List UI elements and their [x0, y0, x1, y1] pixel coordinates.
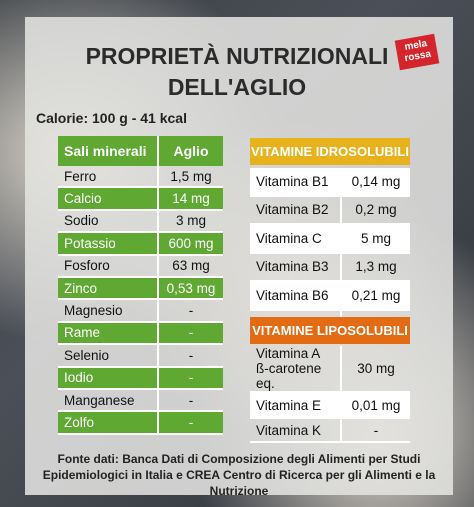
vitamin-name-line2: ß-carotene eq. — [256, 361, 322, 391]
mineral-value: 14 mg — [157, 187, 223, 211]
table-row: Ferro 1,5 mg — [58, 166, 223, 189]
mineral-value: - — [157, 299, 223, 323]
vitamin-value: 0,01 mg — [340, 392, 410, 419]
vitamin-value: 1,3 mg — [340, 252, 410, 282]
minerals-header-name: Sali minerali — [58, 136, 158, 166]
table-row: Vitamina B2 0,2 mg — [250, 195, 410, 225]
mineral-value: 1,5 mg — [157, 166, 223, 189]
vitamin-value: - — [340, 418, 410, 443]
mineral-value: - — [157, 388, 223, 413]
mineral-name: Rame — [58, 321, 158, 346]
mineral-value: - — [157, 344, 223, 368]
vitamin-name: Vitamina B1 — [250, 168, 341, 197]
vitamin-name: Vitamina B6 — [250, 281, 341, 311]
table-row: Vitamina K- — [250, 418, 410, 443]
vitamin-name: Vitamina C — [250, 224, 341, 254]
vitamin-value: 0,21 mg — [340, 281, 410, 311]
mineral-value: - — [157, 366, 223, 390]
vitamin-value: 0,2 mg — [340, 195, 410, 225]
mineral-value: - — [157, 321, 223, 346]
vitamin-value: 0,14 mg — [340, 168, 410, 197]
page-title-line1: PROPRIETÀ NUTRIZIONALI — [85, 43, 389, 69]
mineral-value: 600 mg — [157, 232, 223, 256]
table-row: Fosforo 63 mg — [58, 254, 223, 278]
mineral-name: Zinco — [58, 276, 158, 301]
mineral-value: 3 mg — [157, 209, 223, 234]
vitamin-name: Vitamina B2 — [250, 195, 341, 225]
table-row: Potassio 600 mg — [58, 232, 223, 256]
table-row: Vitamina B3 1,3 mg — [250, 252, 410, 282]
mineral-name: Ferro — [58, 166, 158, 189]
table-row: Rame - — [58, 321, 223, 346]
page-title-line2: DELL'AGLIO — [167, 74, 307, 100]
table-row: Manganese - — [58, 388, 223, 413]
mineral-name: Iodio — [58, 366, 158, 390]
mineral-name: Magnesio — [58, 299, 158, 323]
fat-soluble-vitamins-header: VITAMINE LIPOSOLUBILI — [250, 317, 410, 344]
table-row: Zinco 0,53 mg — [58, 276, 223, 301]
mineral-name: Sodio — [58, 209, 158, 234]
vitamin-value: 30 mg — [340, 346, 410, 393]
mineral-value: 0,53 mg — [157, 276, 223, 301]
mineral-value: - — [157, 411, 223, 435]
mineral-value: 63 mg — [157, 254, 223, 278]
table-row: Zolfo - — [58, 411, 223, 435]
table-row: Vitamina B6 0,21 mg — [250, 281, 410, 311]
minerals-header-value: Aglio — [157, 136, 223, 166]
table-row: Iodio - — [58, 366, 223, 390]
table-row: Vitamina B1 0,14 mg — [250, 168, 410, 197]
mineral-name: Calcio — [58, 187, 158, 211]
table-row: Sodio 3 mg — [58, 209, 223, 234]
vitamin-name: Vitamina B3 — [250, 252, 341, 282]
mineral-name: Selenio — [58, 344, 158, 368]
table-row: Vitamina E 0,01 mg — [250, 392, 410, 419]
vitamin-value: 5 mg — [340, 224, 410, 254]
table-row: Magnesio - — [58, 299, 223, 323]
water-soluble-vitamins-header: VITAMINE IDROSOLUBILI — [250, 138, 410, 165]
mineral-name: Potassio — [58, 232, 158, 256]
mineral-name: Fosforo — [58, 254, 158, 278]
mineral-name: Manganese — [58, 388, 158, 413]
table-row: Selenio - — [58, 344, 223, 368]
vitamin-name: Vitamina E — [250, 392, 341, 419]
vitamin-name: Vitamina K — [250, 418, 341, 443]
calories-info: Calorie: 100 g - 41 kcal — [36, 110, 187, 126]
water-soluble-vitamins-table: Vitamina B1 0,14 mg Vitamina B2 0,2 mg Vit… — [250, 168, 410, 339]
table-row: Calcio 14 mg — [58, 187, 223, 211]
mineral-name: Zolfo — [58, 411, 158, 435]
data-source-note: Fonte dati: Banca Dati di Composizione d… — [42, 452, 436, 498]
minerals-table: Sali minerali Aglio Ferro 1,5 mg Calcio 14… — [58, 136, 223, 435]
vitamin-name-line1: Vitamina A — [256, 346, 321, 361]
